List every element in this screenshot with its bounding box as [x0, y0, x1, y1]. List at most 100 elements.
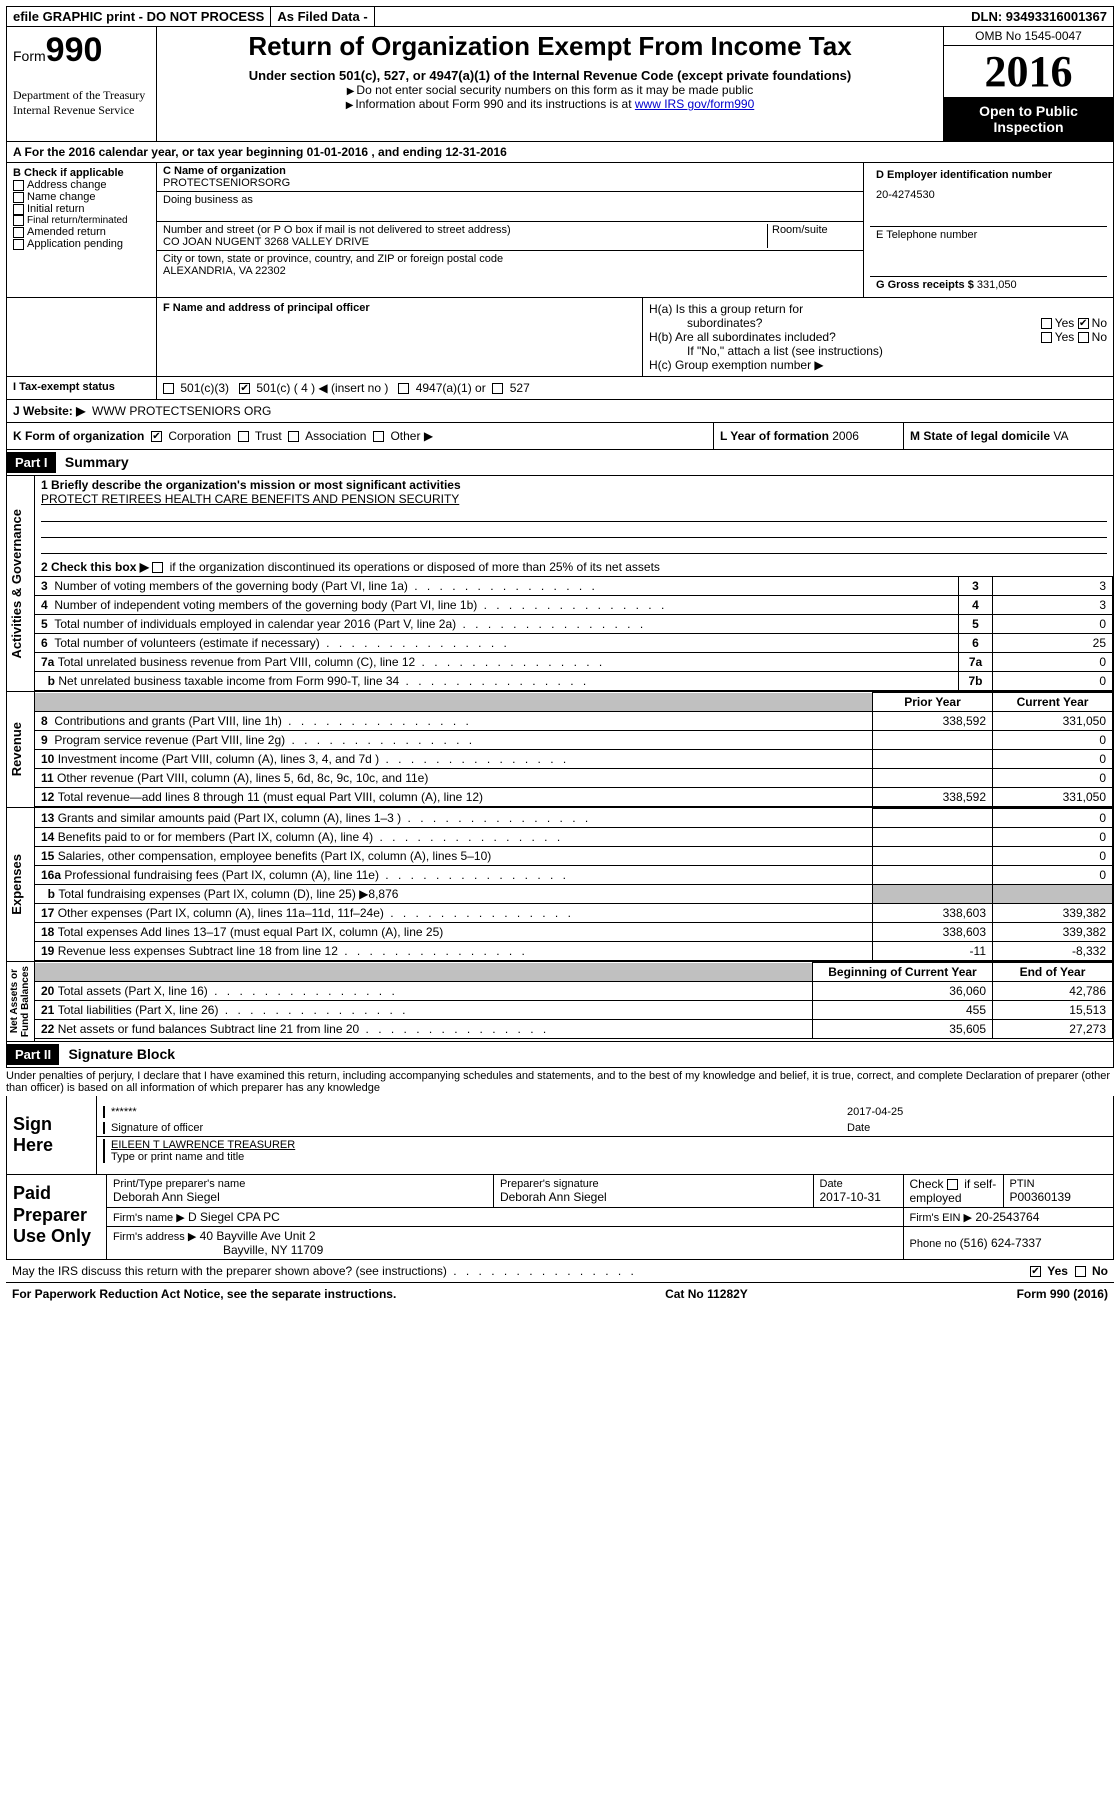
- cb-trust[interactable]: [238, 431, 249, 442]
- cb-address-change[interactable]: Address change: [13, 179, 150, 191]
- row-6: 6 Total number of volunteers (estimate i…: [35, 634, 1113, 653]
- prep-date-lbl: Date: [820, 1178, 897, 1190]
- cb-527[interactable]: [492, 383, 503, 394]
- cb-initial-return[interactable]: Initial return: [13, 203, 150, 215]
- row-7b: b Net unrelated business taxable income …: [35, 672, 1113, 691]
- sig-date-label: Date: [847, 1122, 1107, 1134]
- discuss-row: May the IRS discuss this return with the…: [6, 1260, 1114, 1282]
- row-15: 15 Salaries, other compensation, employe…: [35, 847, 1113, 866]
- r17-text: Other expenses (Part IX, column (A), lin…: [58, 906, 384, 920]
- r8-prior: 338,592: [873, 712, 993, 731]
- street-address: CO JOAN NUGENT 3268 VALLEY DRIVE: [163, 236, 767, 248]
- b-label: B Check if applicable: [13, 167, 150, 179]
- efile-label: efile GRAPHIC print - DO NOT PROCESS: [7, 7, 271, 26]
- d-label: D Employer identification number: [876, 169, 1101, 181]
- row-7a: 7a Total unrelated business revenue from…: [35, 653, 1113, 672]
- i-o1: 501(c)(3): [180, 381, 229, 395]
- netassets-table: Beginning of Current YearEnd of Year 20 …: [35, 962, 1113, 1039]
- row-10: 10 Investment income (Part VIII, column …: [35, 750, 1113, 769]
- cb-other[interactable]: [373, 431, 384, 442]
- cb-discontinued[interactable]: [152, 562, 163, 573]
- cb-label-pending: Application pending: [27, 238, 123, 250]
- r17-prior: 338,603: [873, 904, 993, 923]
- form-title: Return of Organization Exempt From Incom…: [167, 31, 933, 62]
- cb-501c[interactable]: [239, 383, 250, 394]
- asfiled-label: As Filed Data -: [271, 7, 374, 26]
- k-o3: Association: [305, 429, 366, 443]
- r9-text: Program service revenue (Part VIII, line…: [54, 733, 285, 747]
- vlabel-net: Net Assets or Fund Balances: [7, 962, 33, 1041]
- r7a-val: 0: [993, 653, 1113, 672]
- firm-phone: (516) 624-7337: [960, 1236, 1042, 1250]
- revenue-block: Revenue Prior YearCurrent Year 8 Contrib…: [6, 692, 1114, 808]
- r13-prior: [873, 809, 993, 828]
- hc-label: H(c) Group exemption number ▶: [649, 358, 1107, 372]
- website: WWW PROTECTSENIORS ORG: [92, 404, 271, 418]
- k-o1: Corporation: [168, 429, 231, 443]
- part2-title: Signature Block: [62, 1046, 175, 1062]
- net-hdr-row: Beginning of Current YearEnd of Year: [35, 963, 1113, 982]
- r22-curr: 27,273: [993, 1020, 1113, 1039]
- row-16a: 16a Professional fundraising fees (Part …: [35, 866, 1113, 885]
- row-5: 5 Total number of individuals employed i…: [35, 615, 1113, 634]
- irs-link[interactable]: www IRS gov/form990: [635, 97, 754, 111]
- ha2-label: subordinates?: [649, 316, 762, 330]
- addr-label: Number and street (or P O box if mail is…: [163, 224, 767, 236]
- cb-amended-return[interactable]: Amended return: [13, 226, 150, 238]
- cb-final-return[interactable]: Final return/terminated: [13, 215, 150, 226]
- cb-application-pending[interactable]: Application pending: [13, 238, 150, 250]
- city-state-zip: ALEXANDRIA, VA 22302: [163, 265, 857, 277]
- hb-yes[interactable]: [1041, 332, 1052, 343]
- r20-prior: 36,060: [813, 982, 993, 1001]
- m-val: VA: [1053, 429, 1068, 443]
- r15-curr: 0: [993, 847, 1113, 866]
- firm-lbl: Firm's name ▶: [113, 1212, 185, 1224]
- cb-label-final: Final return/terminated: [27, 215, 128, 226]
- r19-curr: -8,332: [993, 942, 1113, 961]
- cb-501c3[interactable]: [163, 383, 174, 394]
- r9-prior: [873, 731, 993, 750]
- cb-discuss-yes[interactable]: [1030, 1266, 1041, 1277]
- k-o2: Trust: [255, 429, 282, 443]
- cb-name-change[interactable]: Name change: [13, 191, 150, 203]
- discuss-no-lbl: No: [1092, 1264, 1108, 1278]
- m-label: M State of legal domicile: [910, 429, 1053, 443]
- cb-4947[interactable]: [398, 383, 409, 394]
- prep-name: Deborah Ann Siegel: [113, 1190, 487, 1204]
- r9-curr: 0: [993, 731, 1113, 750]
- cb-corp[interactable]: [151, 431, 162, 442]
- cb-discuss-no[interactable]: [1075, 1266, 1086, 1277]
- r21-prior: 455: [813, 1001, 993, 1020]
- section-deg: D Employer identification number 20-4274…: [863, 163, 1113, 297]
- r11-curr: 0: [993, 769, 1113, 788]
- part1-title: Summary: [59, 454, 129, 470]
- expenses-block: Expenses 13 Grants and similar amounts p…: [6, 808, 1114, 962]
- org-name: PROTECTSENIORSORG: [163, 177, 857, 189]
- r11-text: Other revenue (Part VIII, column (A), li…: [57, 771, 428, 785]
- r12-text: Total revenue—add lines 8 through 11 (mu…: [58, 790, 483, 804]
- cb-assoc[interactable]: [288, 431, 299, 442]
- vlabel-activities: Activities & Governance: [7, 476, 35, 691]
- ha-yes-label: Yes: [1055, 316, 1075, 330]
- ha-no[interactable]: [1078, 318, 1089, 329]
- r21-text: Total liabilities (Part X, line 26): [58, 1003, 219, 1017]
- section-a: A For the 2016 calendar year, or tax yea…: [6, 142, 1114, 163]
- ha-no-label: No: [1092, 316, 1107, 330]
- row-19: 19 Revenue less expenses Subtract line 1…: [35, 942, 1113, 961]
- c-name-label: C Name of organization: [163, 165, 857, 177]
- hb-no[interactable]: [1078, 332, 1089, 343]
- vlabel-rev: Revenue: [7, 718, 26, 780]
- sign-here-block: Sign Here ****** 2017-04-25 Signature of…: [6, 1096, 1114, 1175]
- cb-self-employed[interactable]: [947, 1179, 958, 1190]
- firm-addr-lbl: Firm's address ▶: [113, 1231, 196, 1243]
- expenses-table: 13 Grants and similar amounts paid (Part…: [35, 808, 1113, 961]
- r6-val: 25: [993, 634, 1113, 653]
- r7b-text: Net unrelated business taxable income fr…: [58, 674, 399, 688]
- footer-mid: Cat No 11282Y: [665, 1287, 748, 1301]
- r20-curr: 42,786: [993, 982, 1113, 1001]
- part2-header: Part II Signature Block: [6, 1042, 1114, 1068]
- row-16b: b Total fundraising expenses (Part IX, c…: [35, 885, 1113, 904]
- ha-yes[interactable]: [1041, 318, 1052, 329]
- r14-text: Benefits paid to or for members (Part IX…: [58, 830, 373, 844]
- r22-text: Net assets or fund balances Subtract lin…: [58, 1022, 360, 1036]
